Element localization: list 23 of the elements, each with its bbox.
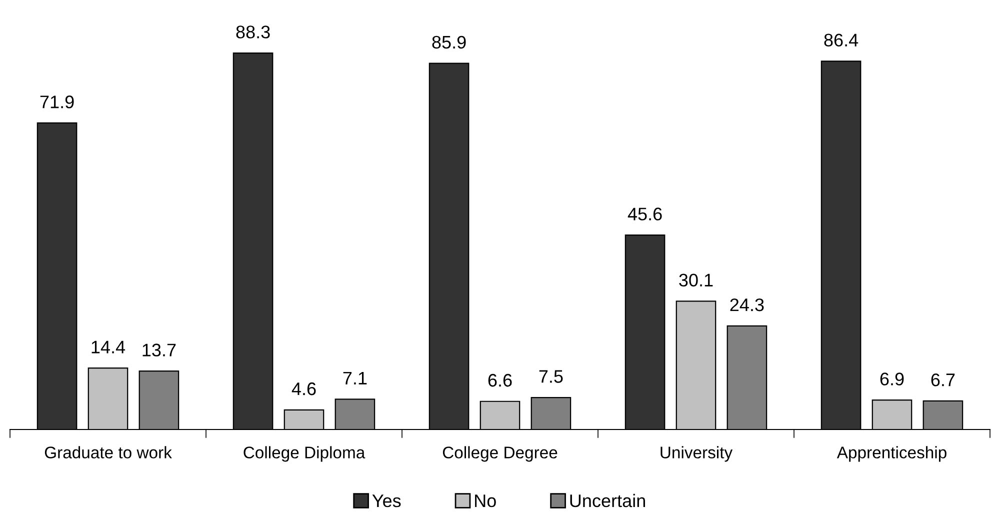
data-label: 6.6 bbox=[488, 374, 512, 387]
data-label: 7.1 bbox=[343, 372, 367, 384]
data-label: 7.5 bbox=[539, 370, 563, 383]
data-label: 30.1 bbox=[679, 274, 713, 287]
x-tick-label: Graduate to work bbox=[44, 446, 172, 458]
data-label: 86.4 bbox=[824, 34, 858, 46]
data-label: 71.9 bbox=[40, 96, 74, 108]
x-tick-label: University bbox=[660, 446, 733, 462]
data-label: 85.9 bbox=[432, 36, 466, 49]
x-tick-label: College Diploma bbox=[244, 446, 366, 462]
data-label: 14.4 bbox=[92, 340, 126, 354]
legend-label: No bbox=[475, 494, 496, 508]
data-label: 88.3 bbox=[236, 26, 270, 38]
data-label: 4.6 bbox=[292, 382, 316, 396]
data-label: 45.6 bbox=[628, 208, 662, 220]
data-label: 13.7 bbox=[142, 344, 176, 356]
data-label: 24.3 bbox=[730, 298, 764, 312]
legend-label: Yes bbox=[372, 494, 401, 508]
legend-label: Uncertain bbox=[570, 494, 645, 508]
data-label: 6.9 bbox=[880, 372, 904, 386]
x-tick-label: Apprenticeship bbox=[836, 446, 946, 462]
data-label: 6.7 bbox=[931, 373, 955, 386]
x-tick-label: College Degree bbox=[442, 446, 558, 462]
